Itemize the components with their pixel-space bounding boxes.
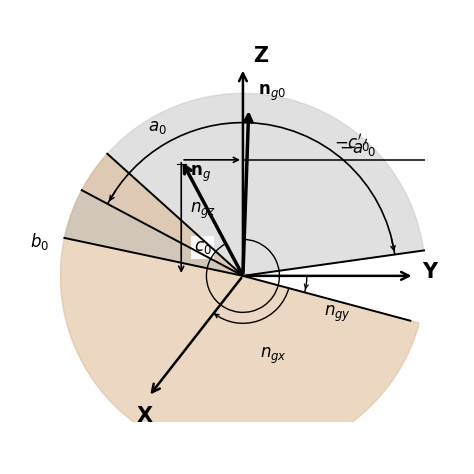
Text: $b_0$: $b_0$ [30, 231, 49, 252]
Text: Y: Y [422, 262, 437, 282]
Text: $\mathbf{n}_{g0}$: $\mathbf{n}_{g0}$ [258, 82, 286, 102]
Text: $n_{gy}$: $n_{gy}$ [324, 304, 351, 325]
Text: $-a'_0$: $-a'_0$ [339, 137, 376, 159]
Text: $n_{gx}$: $n_{gx}$ [260, 346, 287, 366]
Text: $-c'_0$: $-c'_0$ [334, 132, 371, 155]
Polygon shape [82, 93, 424, 276]
Polygon shape [61, 154, 419, 458]
Text: $\mathbf{n}_{g}$: $\mathbf{n}_{g}$ [191, 164, 211, 184]
Polygon shape [64, 190, 243, 276]
Text: $n_{gz}$: $n_{gz}$ [191, 201, 217, 221]
Text: Z: Z [253, 46, 268, 66]
Text: $c_0$: $c_0$ [194, 239, 211, 256]
Text: $a_0$: $a_0$ [148, 119, 166, 136]
Text: X: X [137, 406, 153, 426]
